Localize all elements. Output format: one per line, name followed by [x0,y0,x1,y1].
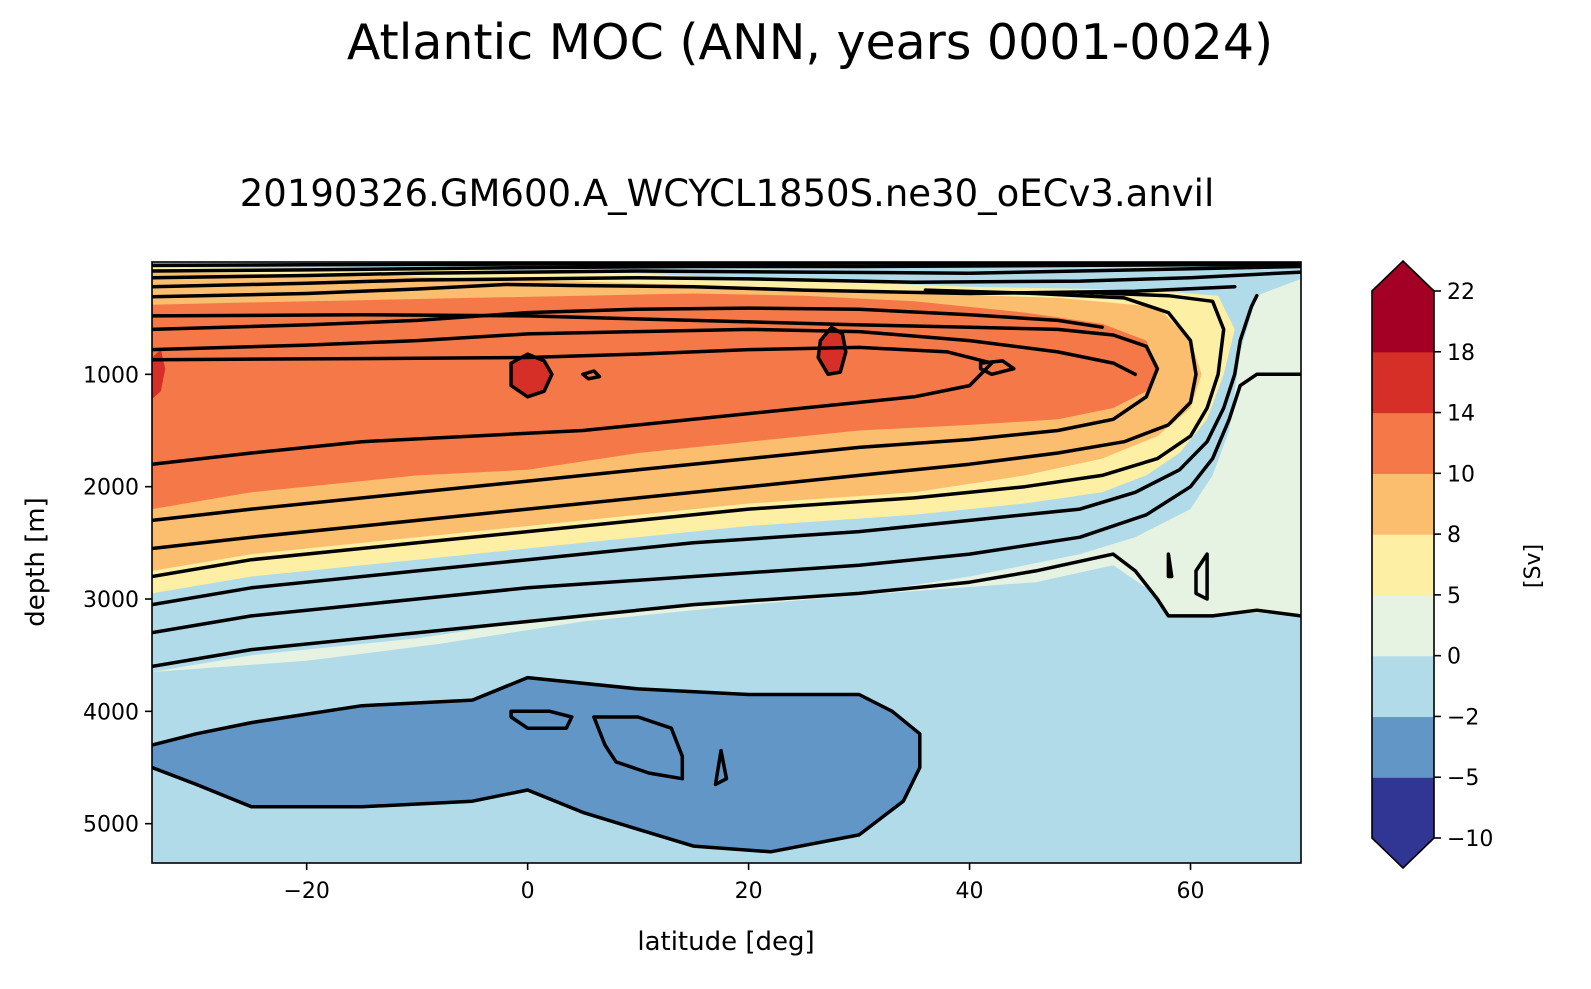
y-axis-label: depth [m] [21,497,51,627]
colorbar-segment [1372,412,1434,474]
contour-line-14 [509,352,554,399]
x-tick-label: 0 [521,879,535,904]
contour-line-19 [1166,552,1174,579]
colorbar-tick-label: 5 [1447,584,1461,609]
contour-fill-upper-cell-10-14 [152,293,1158,510]
contour-line-22 [152,264,1301,280]
contour-line-18 [1194,552,1209,601]
colorbar-tick-label: 18 [1447,341,1475,366]
colorbar-extend-min [1372,838,1434,868]
contour-line-5 [152,288,1198,551]
y-tick-label: 3000 [83,588,139,613]
contour-line-4 [152,313,1160,523]
colorbar-segment [1372,716,1434,778]
contour-fill-max-18-blob-27 [818,327,846,375]
colorbar-tick-label: −5 [1447,766,1479,791]
colorbar-segment [1372,594,1434,657]
colorbar-segment [1372,291,1434,353]
contour-line-9 [152,552,1301,669]
contour-line-23 [152,270,1301,289]
contour-fill-negative-cell--2 [152,677,920,852]
figure-title: Atlantic MOC (ANN, years 0001-0024) [346,14,1274,71]
colorbar-segment [1372,351,1434,414]
y-tick-label: 5000 [83,813,139,838]
colorbar-tick-label: 22 [1447,280,1475,305]
contour-fill-max-18-blob-0 [511,354,552,397]
y-tick-label: 1000 [83,363,139,388]
colorbar: −10 −5 −2 0 5 8 10 14 18 22 [1371,259,1493,870]
colorbar-tick-label: 8 [1447,523,1461,548]
colorbar-tick-label: −10 [1447,827,1493,852]
x-tick-label: −20 [283,879,329,904]
x-tick-label: 60 [1177,879,1205,904]
x-axis-label: latitude [deg] [637,927,814,957]
colorbar-segment [1372,777,1434,839]
contour-line-12 [592,715,685,781]
contour-line-15 [816,325,848,377]
contour-line-3 [152,345,994,466]
colorbar-tick-label: −2 [1447,705,1479,730]
y-tick-label: 4000 [83,700,139,725]
contour-line-16 [978,359,1016,377]
contour-line-17 [581,369,602,381]
plot-frame [151,261,1302,864]
contour-line-13 [713,748,729,787]
colorbar-extend-max [1372,261,1434,291]
contour-line-11 [509,709,574,730]
contour-line-10 [152,675,922,854]
x-tick-label: 20 [735,879,763,904]
contour-line-1 [152,306,1104,332]
contour-line-8 [152,372,1301,635]
colorbar-segment [1372,473,1434,535]
contour-fill-max-18-blob-west [152,349,166,400]
contour-line-7 [152,293,1259,607]
contour-line-21 [152,262,1301,273]
contour-line-2 [152,327,1138,377]
y-tick-label: 2000 [83,476,139,501]
contour-line-6 [152,290,1226,579]
colorbar-segment [1372,655,1434,718]
chart-subtitle: 20190326.GM600.A_WCYCL1850S.ne30_oECv3.a… [239,172,1215,215]
colorbar-label: [Sv] [1521,544,1546,588]
colorbar-tick-label: 10 [1447,462,1475,487]
x-tick-label: 40 [956,879,984,904]
contour-line-24 [152,282,1237,299]
colorbar-tick-label: 0 [1447,645,1461,670]
contour-line-20 [152,262,1301,268]
colorbar-tick-label: 14 [1447,402,1475,427]
colorbar-segment [1372,534,1434,596]
